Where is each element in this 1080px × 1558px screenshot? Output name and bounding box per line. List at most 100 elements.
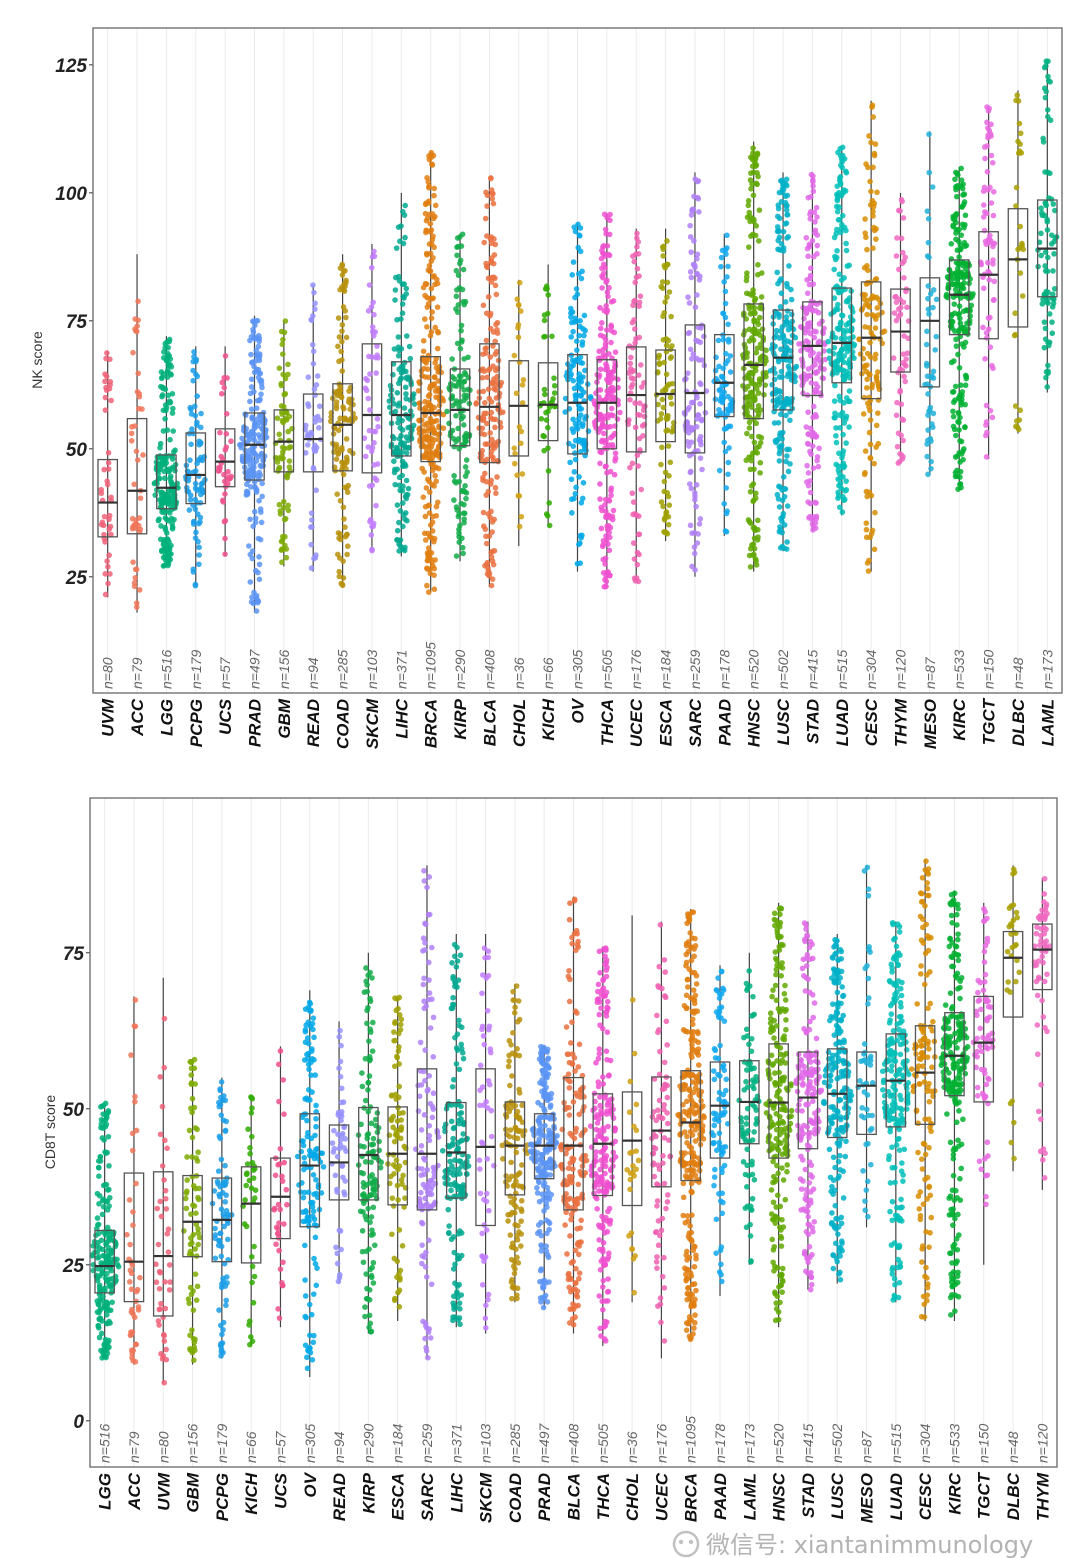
n-label: n=533 <box>951 649 967 689</box>
jitter-point <box>306 1332 313 1339</box>
jitter-point <box>334 1189 340 1195</box>
jitter-point <box>308 510 315 516</box>
n-label: n=156 <box>185 1423 201 1463</box>
jitter-point <box>313 1115 319 1122</box>
jitter-point <box>309 1089 315 1095</box>
jitter-point <box>104 350 110 356</box>
jitter-point <box>396 482 403 489</box>
jitter-point <box>834 197 841 204</box>
jitter-point <box>985 259 991 266</box>
jitter-point <box>371 248 377 255</box>
jitter-point <box>600 333 607 340</box>
jitter-point <box>106 512 113 519</box>
jitter-point <box>630 499 637 505</box>
jitter-point <box>248 351 254 358</box>
jitter-point <box>692 497 698 503</box>
jitter-point <box>661 478 668 485</box>
jitter-point <box>750 497 757 504</box>
jitter-point <box>454 244 460 251</box>
jitter-point <box>136 405 142 412</box>
jitter-point <box>863 161 869 167</box>
jitter-point <box>459 231 466 238</box>
jitter-point <box>725 336 732 343</box>
jitter-point <box>577 354 584 361</box>
jitter-point <box>482 399 488 406</box>
jitter-point <box>740 383 746 389</box>
jitter-point <box>424 366 431 372</box>
jitter-point <box>253 487 260 493</box>
jitter-point <box>391 346 398 352</box>
jitter-point <box>712 396 719 403</box>
jitter-point <box>597 366 604 373</box>
category-label: ACC <box>125 1472 144 1511</box>
jitter-point <box>340 460 347 466</box>
jitter-point <box>251 437 258 444</box>
jitter-point <box>310 1026 316 1033</box>
jitter-point <box>453 553 460 559</box>
jitter-point <box>1044 384 1051 390</box>
category-label: TGCT <box>980 697 999 745</box>
jitter-point <box>104 478 110 484</box>
jitter-point <box>223 444 230 450</box>
jitter-point <box>195 1149 201 1156</box>
jitter-point <box>866 404 872 410</box>
jitter-point <box>365 308 372 314</box>
jitter-point <box>924 253 931 259</box>
jitter-point <box>109 1299 115 1306</box>
jitter-point <box>161 349 167 355</box>
jitter-point <box>990 240 996 247</box>
jitter-point <box>334 446 341 453</box>
jitter-point <box>578 275 585 282</box>
jitter-point <box>599 543 606 550</box>
jitter-point <box>189 1095 196 1102</box>
jitter-point <box>551 375 557 381</box>
jitter-point <box>308 317 315 323</box>
jitter-point <box>331 1145 338 1152</box>
n-label: n=408 <box>481 649 497 689</box>
jitter-point <box>403 391 409 397</box>
jitter-point <box>455 302 462 308</box>
jitter-point <box>128 430 135 437</box>
jitter-point <box>310 466 317 473</box>
category-label: SARC <box>686 698 705 747</box>
jitter-point <box>956 254 962 260</box>
jitter-point <box>367 516 374 523</box>
jitter-point <box>375 423 381 430</box>
jitter-point <box>718 263 724 270</box>
jitter-point <box>427 250 434 257</box>
jitter-point <box>844 263 851 269</box>
category-label: BRCA <box>422 699 441 748</box>
jitter-point <box>131 1314 138 1321</box>
jitter-point <box>573 484 579 491</box>
jitter-point <box>398 439 405 446</box>
jitter-point <box>134 323 141 329</box>
jitter-point <box>421 436 427 442</box>
jitter-point <box>813 204 820 211</box>
jitter-point <box>308 1007 314 1014</box>
jitter-point <box>690 206 697 213</box>
jitter-point <box>132 1099 138 1105</box>
jitter-point <box>362 385 369 392</box>
jitter-point <box>222 1162 228 1169</box>
jitter-point <box>983 419 990 425</box>
n-label: n=505 <box>599 649 615 689</box>
jitter-point <box>161 475 168 482</box>
jitter-point <box>604 307 611 314</box>
jitter-point <box>432 472 438 479</box>
jitter-point <box>392 481 399 488</box>
jitter-point <box>312 1132 318 1139</box>
jitter-point <box>511 445 518 451</box>
jitter-point <box>336 1065 342 1072</box>
jitter-point <box>164 492 171 499</box>
jitter-point <box>98 1104 104 1110</box>
y-tick-label: 100 <box>55 184 87 205</box>
category-label: THCA <box>598 699 617 746</box>
jitter-point <box>697 455 704 461</box>
jitter-point <box>742 328 748 334</box>
y-tick-label: 0 <box>73 1412 84 1433</box>
jitter-point <box>786 446 792 453</box>
jitter-point <box>314 373 321 379</box>
jitter-point <box>749 216 755 222</box>
jitter-point <box>397 537 404 543</box>
